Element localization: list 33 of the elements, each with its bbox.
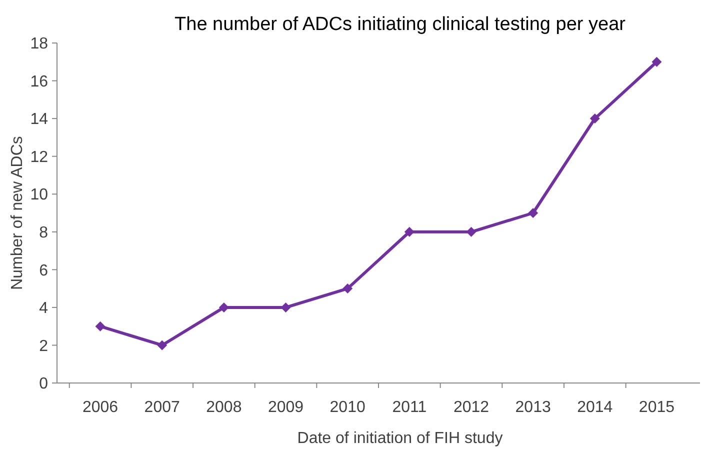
- x-tick-label: 2011: [392, 399, 427, 416]
- x-tick-label: 2009: [268, 399, 304, 416]
- x-tick-label: 2013: [515, 399, 551, 416]
- y-axis-title: Number of new ADCs: [9, 136, 26, 290]
- point: [342, 284, 353, 294]
- y-tick-label: 6: [39, 262, 48, 280]
- x-tick-label: 2014: [577, 399, 613, 416]
- point: [466, 226, 476, 237]
- x-tick-label: 2008: [206, 399, 242, 416]
- point: [280, 302, 291, 312]
- point: [528, 208, 538, 218]
- x-tick-label: 2007: [144, 399, 180, 416]
- point: [404, 226, 414, 237]
- y-tick-label: 0: [39, 376, 48, 393]
- y-tick-label: 4: [39, 300, 48, 318]
- point: [95, 321, 106, 332]
- point: [652, 56, 662, 67]
- x-tick-label: 2006: [82, 399, 118, 416]
- y-tick-label: 8: [39, 224, 48, 242]
- x-axis-title: Date of initiation of FIH study: [297, 430, 503, 447]
- y-tick-label: 18: [30, 36, 48, 53]
- point: [157, 340, 168, 350]
- x-tick-label: 2010: [330, 399, 366, 416]
- point: [590, 114, 600, 124]
- point: [218, 302, 229, 312]
- chart-title: The number of ADCs initiating clinical testing per year: [174, 14, 626, 35]
- y-tick-label: 12: [30, 148, 48, 166]
- y-tick-label: 16: [30, 73, 48, 90]
- x-tick-label: 2012: [453, 399, 490, 416]
- y-tick-label: 2: [39, 338, 48, 355]
- x-tick-label: 2015: [638, 399, 675, 416]
- y-tick-label: 14: [30, 111, 48, 128]
- y-tick-label: 10: [30, 186, 48, 204]
